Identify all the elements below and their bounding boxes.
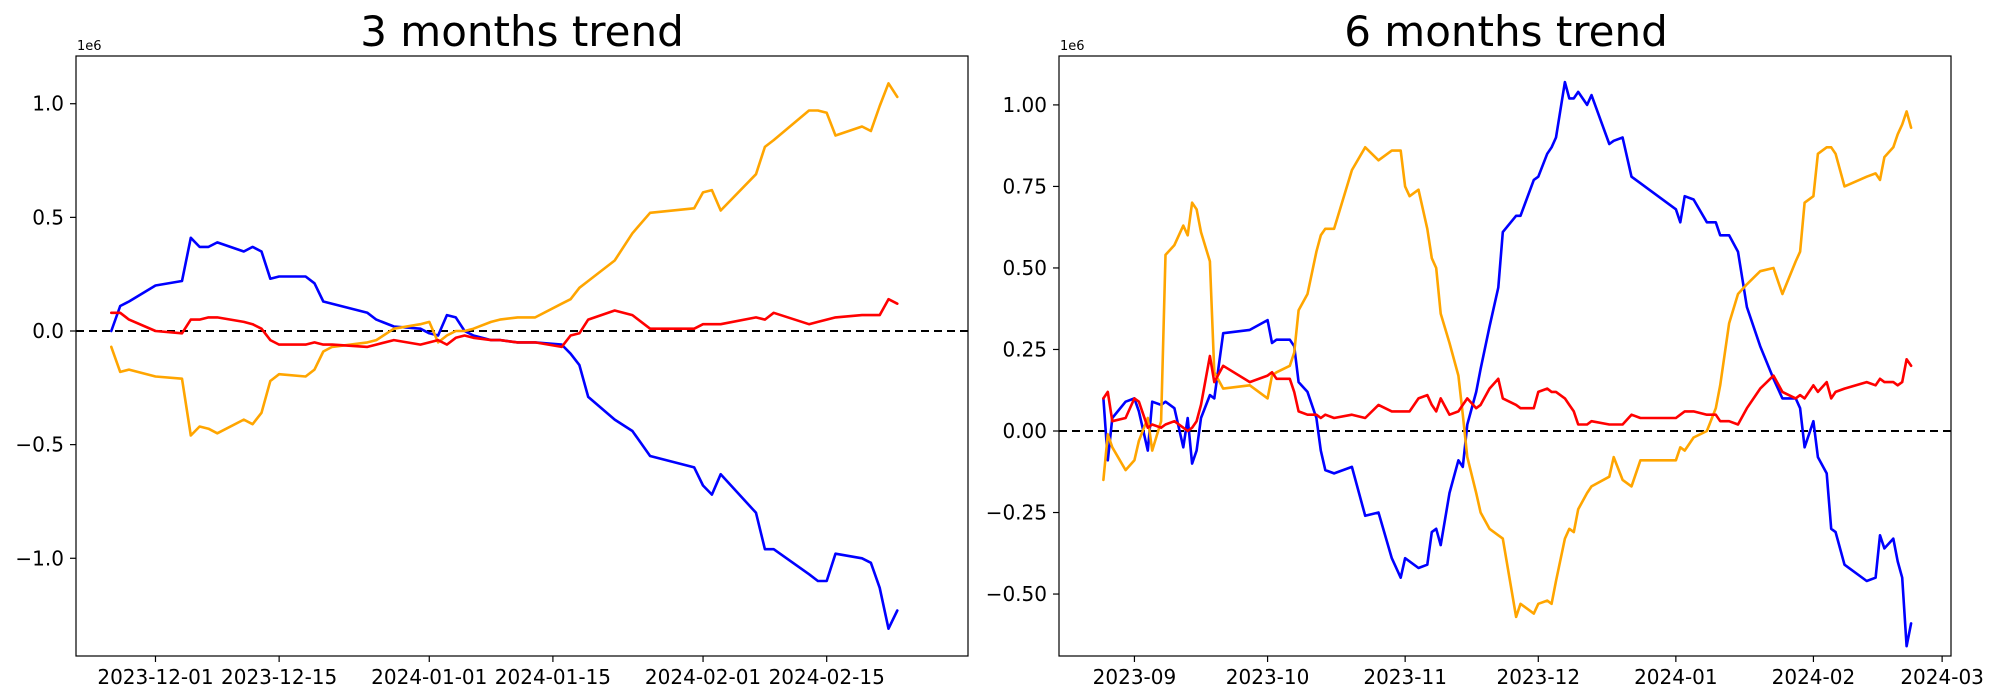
y-tick-label: 0.00 bbox=[1002, 419, 1047, 443]
series-line-2 bbox=[1102, 354, 1913, 433]
x-tick-label: 2024-02-01 bbox=[645, 665, 761, 689]
series-line-1 bbox=[1102, 110, 1913, 619]
y-tick-label: 1.0 bbox=[32, 92, 64, 116]
x-tick-label: 2024-01-01 bbox=[371, 665, 487, 689]
y-tick-label: 0.75 bbox=[1002, 174, 1047, 198]
y-tick-label: −0.50 bbox=[986, 582, 1047, 606]
y-tick-label: −1.0 bbox=[15, 546, 64, 570]
x-tick-label: 2023-12-01 bbox=[97, 665, 213, 689]
chart-3-months: 3 months trend 1e6 2023-12-01 2023-12-15 2… bbox=[15, 7, 969, 689]
series-line-0 bbox=[110, 236, 899, 631]
y-tick-label: 0.5 bbox=[32, 205, 64, 229]
x-tick-label: 2024-03 bbox=[1900, 665, 1984, 689]
chart-title: 6 months trend bbox=[1344, 7, 1668, 56]
y-tick-label: 0.50 bbox=[1002, 256, 1047, 280]
x-tick-label: 2023-12 bbox=[1496, 665, 1580, 689]
x-tick-label: 2024-01 bbox=[1634, 665, 1718, 689]
y-tick-label: 0.0 bbox=[32, 319, 64, 343]
y-tick-label: −0.25 bbox=[986, 501, 1047, 525]
x-tick-label: 2024-01-15 bbox=[495, 665, 611, 689]
y-offset-label: 1e6 bbox=[1060, 39, 1085, 54]
x-tick-label: 2024-02-15 bbox=[769, 665, 885, 689]
y-tick-label: −0.5 bbox=[15, 433, 64, 457]
x-tick-label: 2023-10 bbox=[1226, 665, 1310, 689]
chart-title: 3 months trend bbox=[360, 7, 684, 56]
plot-area bbox=[75, 55, 969, 657]
series-line-1 bbox=[110, 82, 899, 437]
y-offset-label: 1e6 bbox=[77, 39, 102, 54]
plot-area bbox=[1058, 55, 1952, 657]
chart-6-months: 6 months trend 1e6 2023-09 2023-10 2023-11… bbox=[986, 7, 1984, 689]
y-tick-label: 1.00 bbox=[1002, 93, 1047, 117]
x-tick-label: 2023-11 bbox=[1363, 665, 1447, 689]
y-tick-label: 0.25 bbox=[1002, 337, 1047, 361]
x-tick-label: 2023-09 bbox=[1093, 665, 1177, 689]
series-line-2 bbox=[110, 297, 899, 349]
x-tick-label: 2023-12-15 bbox=[221, 665, 337, 689]
series-line-0 bbox=[1102, 80, 1913, 648]
x-tick-label: 2024-02 bbox=[1772, 665, 1856, 689]
